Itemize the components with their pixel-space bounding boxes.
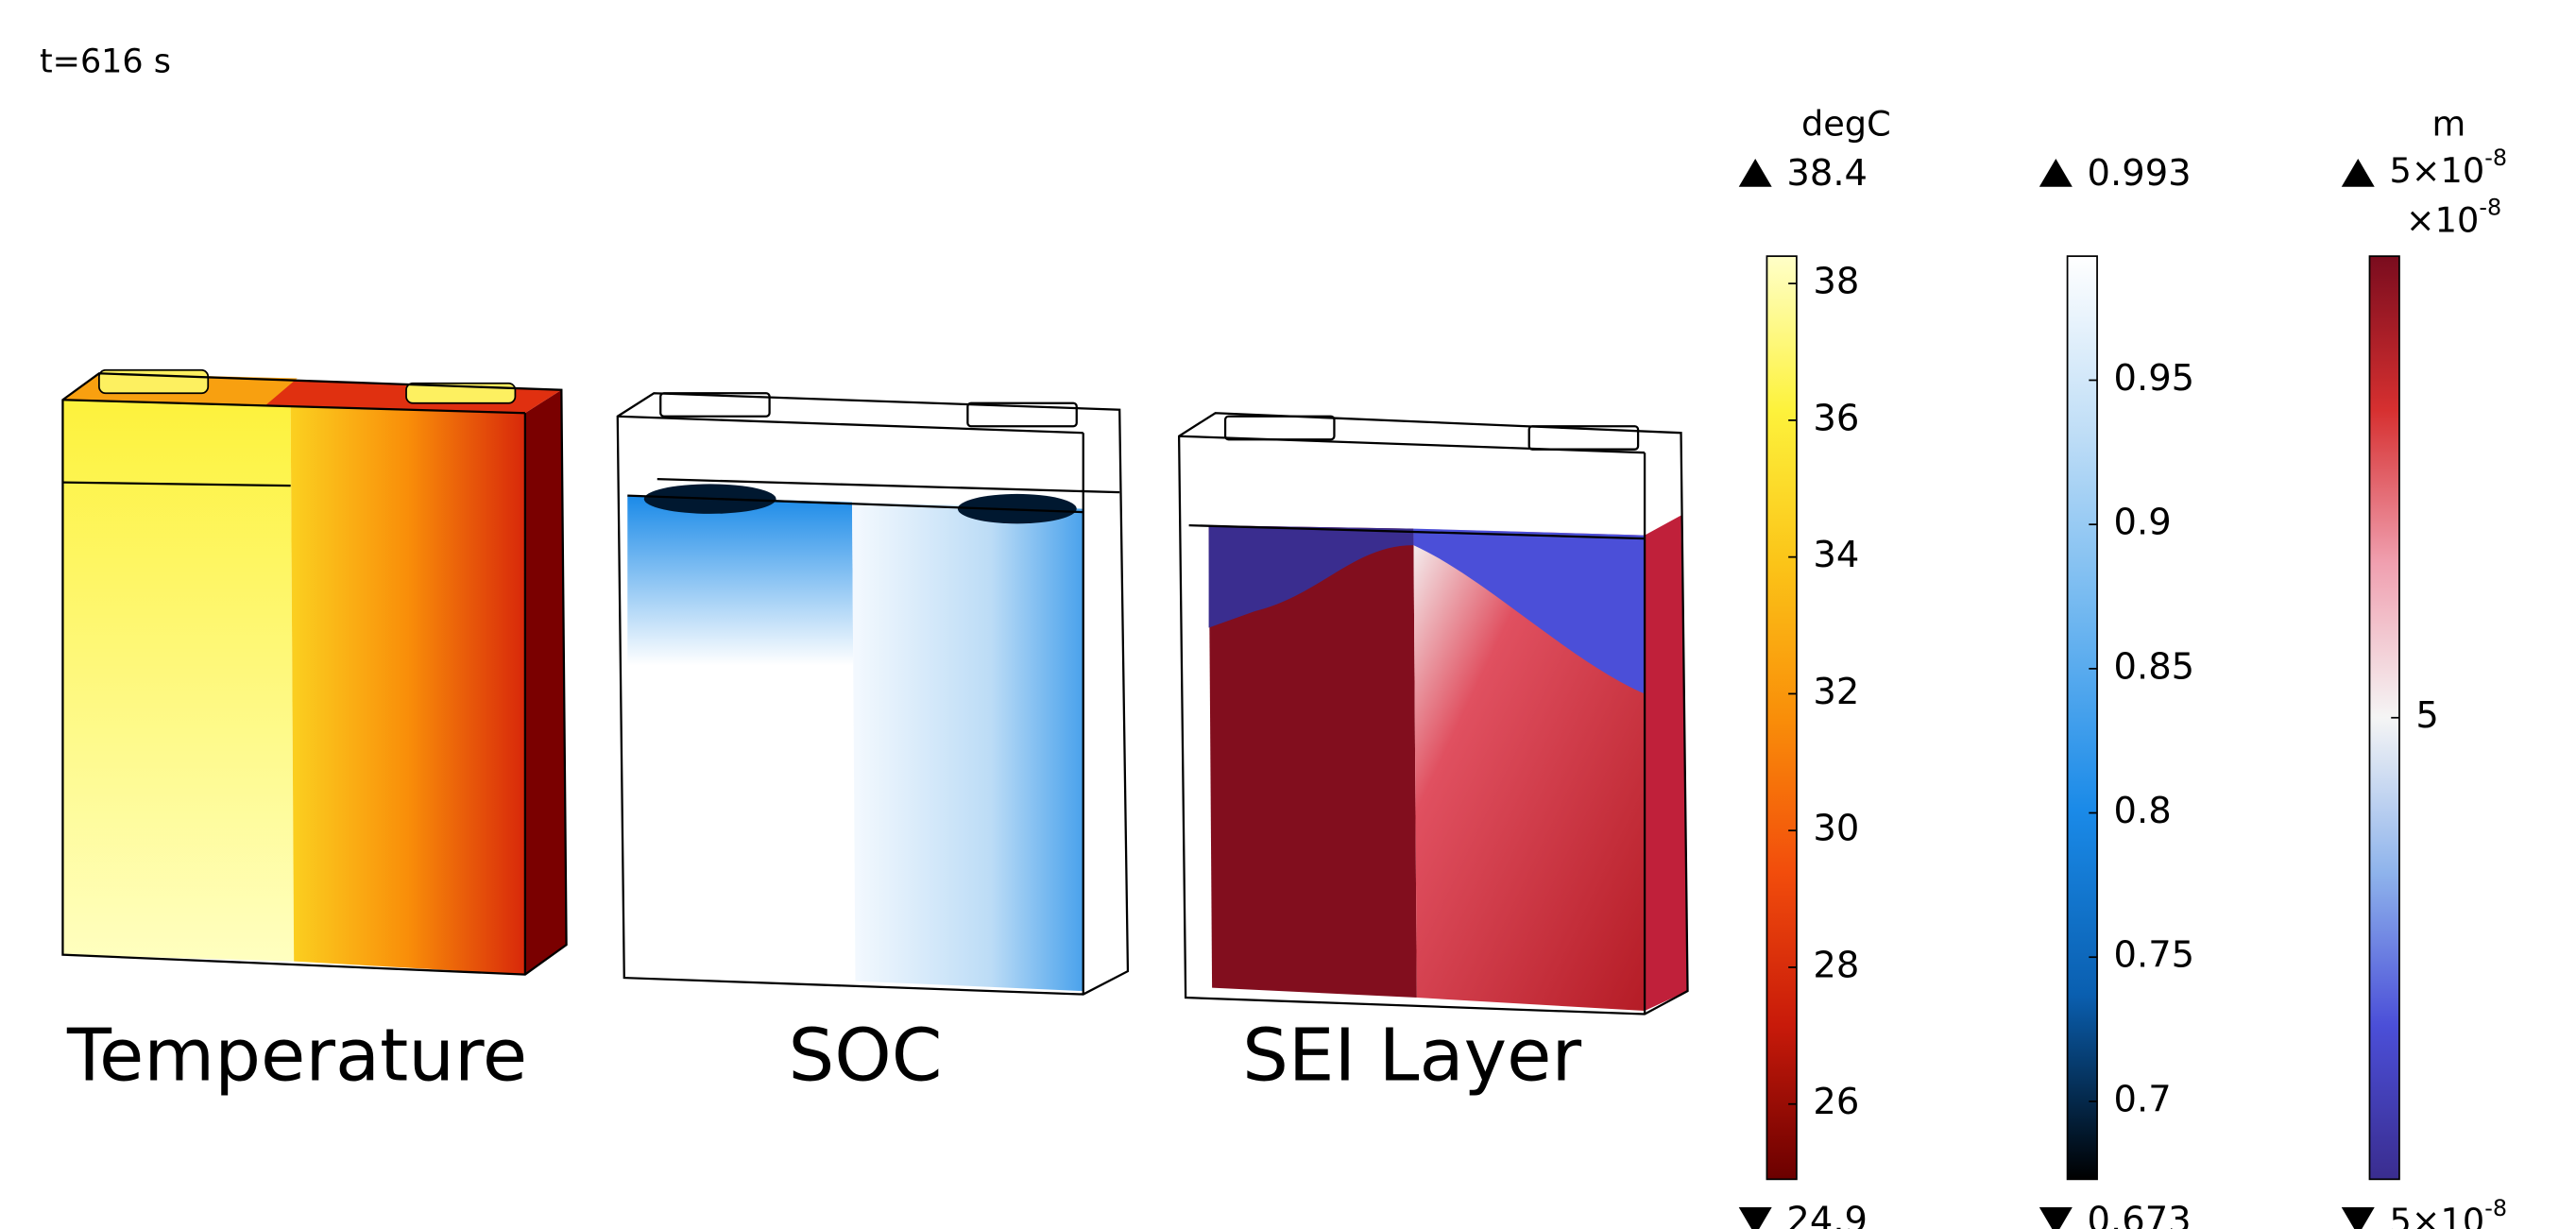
tick-label: 0.7 (2114, 1078, 2172, 1120)
min-marker (2039, 1207, 2073, 1229)
panel-label: SOC (788, 1014, 942, 1098)
max-marker (1739, 159, 1772, 187)
min-label-mantissa: 5×10 (2389, 1200, 2484, 1229)
min-marker (2342, 1207, 2375, 1229)
multiplier-label: ×10-8 (2406, 194, 2501, 240)
multiplier-label-exponent: -8 (2479, 194, 2501, 220)
max-label: 5×10-8 (2389, 145, 2507, 191)
min-label: 5×10-8 (2389, 1194, 2507, 1229)
max-marker (2342, 159, 2375, 187)
panel-label: SEI Layer (1242, 1014, 1581, 1098)
tick-label: 28 (1813, 944, 1859, 986)
max-marker (2039, 159, 2073, 187)
tick-label: 38 (1813, 261, 1859, 303)
unit-label: m (2432, 104, 2466, 145)
tick-label: 34 (1813, 534, 1859, 576)
tick-label: 0.9 (2114, 502, 2172, 544)
min-label: 24.9 (1786, 1199, 1868, 1229)
tick-label: 26 (1813, 1081, 1859, 1123)
colorbar (1766, 256, 1796, 1179)
max-label-exponent: -8 (2484, 145, 2507, 171)
min-label-exponent: -8 (2484, 1194, 2507, 1220)
sei-plot (1179, 413, 1687, 1014)
time-label: t=616 s (40, 43, 171, 81)
tick-label: 5 (2415, 694, 2438, 737)
min-marker (1739, 1207, 1772, 1229)
max-label: 38.4 (1786, 152, 1868, 195)
max-label-mantissa: 5×10 (2389, 150, 2484, 191)
tick-label: 30 (1813, 808, 1859, 850)
temperature-plot (62, 370, 566, 975)
tick-label: 32 (1813, 671, 1859, 713)
soc-plot (618, 393, 1128, 994)
tick-label: 0.75 (2114, 934, 2195, 977)
max-label: 0.993 (2088, 152, 2192, 195)
tick-label: 0.95 (2114, 357, 2195, 400)
colorbar (2068, 256, 2097, 1179)
min-label: 0.673 (2088, 1199, 2192, 1229)
panel-label: Temperature (66, 1014, 527, 1098)
unit-label: degC (1801, 104, 1891, 145)
figure: t=616 s Temperature SOC SEI Layer degC 38.4 2… (0, 0, 2576, 1229)
tick-label: 36 (1813, 397, 1859, 439)
tick-label: 0.8 (2114, 790, 2172, 832)
tick-label: 0.85 (2114, 645, 2195, 688)
multiplier-label-mantissa: ×10 (2406, 199, 2479, 240)
